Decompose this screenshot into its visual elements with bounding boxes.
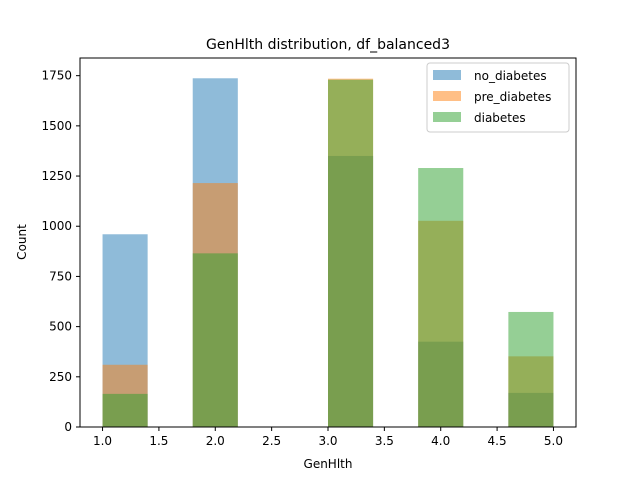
chart-title: GenHlth distribution, df_balanced3 [206, 37, 450, 53]
x-tick-label: 1.5 [149, 434, 168, 448]
x-tick-label: 4.5 [488, 434, 507, 448]
y-tick-label: 750 [49, 269, 72, 283]
x-tick-label: 3.5 [375, 434, 394, 448]
y-tick-label: 1750 [41, 69, 72, 83]
x-tick-label: 3.0 [318, 434, 337, 448]
x-tick-label: 4.0 [431, 434, 450, 448]
legend: no_diabetes pre_diabetes diabetes [426, 62, 570, 133]
bars-group [102, 78, 554, 428]
y-tick-label: 250 [49, 370, 72, 384]
y-tick-label: 1000 [41, 219, 72, 233]
x-axis-label: GenHlth [304, 457, 353, 471]
y-axis-label: Count [15, 224, 29, 260]
y-tick-label: 0 [64, 420, 72, 434]
y-tick-label: 1500 [41, 119, 72, 133]
legend-label-no_diabetes: no_diabetes [474, 69, 547, 83]
legend-swatch-diabetes [433, 112, 461, 122]
x-tick-label: 1.0 [93, 434, 112, 448]
legend-label-pre_diabetes: pre_diabetes [474, 90, 551, 104]
bar-diabetes-5 [328, 79, 374, 428]
y-axis-ticks: 0 250 500 750 1000 1250 1500 1750 [41, 69, 80, 434]
x-tick-label: 2.0 [206, 434, 225, 448]
bar-diabetes-9 [508, 311, 554, 427]
legend-swatch-no_diabetes [433, 70, 461, 80]
x-axis-ticks: 1.0 1.5 2.0 2.5 3.0 3.5 4.0 4.5 5.0 [93, 427, 563, 448]
y-tick-label: 1250 [41, 169, 72, 183]
x-tick-label: 5.0 [544, 434, 563, 448]
legend-label-diabetes: diabetes [474, 111, 526, 125]
x-tick-label: 2.5 [262, 434, 281, 448]
legend-swatch-pre_diabetes [433, 91, 461, 101]
legend-box [426, 62, 570, 133]
bar-diabetes-2 [192, 253, 238, 427]
y-tick-label: 500 [49, 320, 72, 334]
bar-diabetes-0 [102, 393, 148, 427]
bar-diabetes-7 [418, 168, 464, 428]
